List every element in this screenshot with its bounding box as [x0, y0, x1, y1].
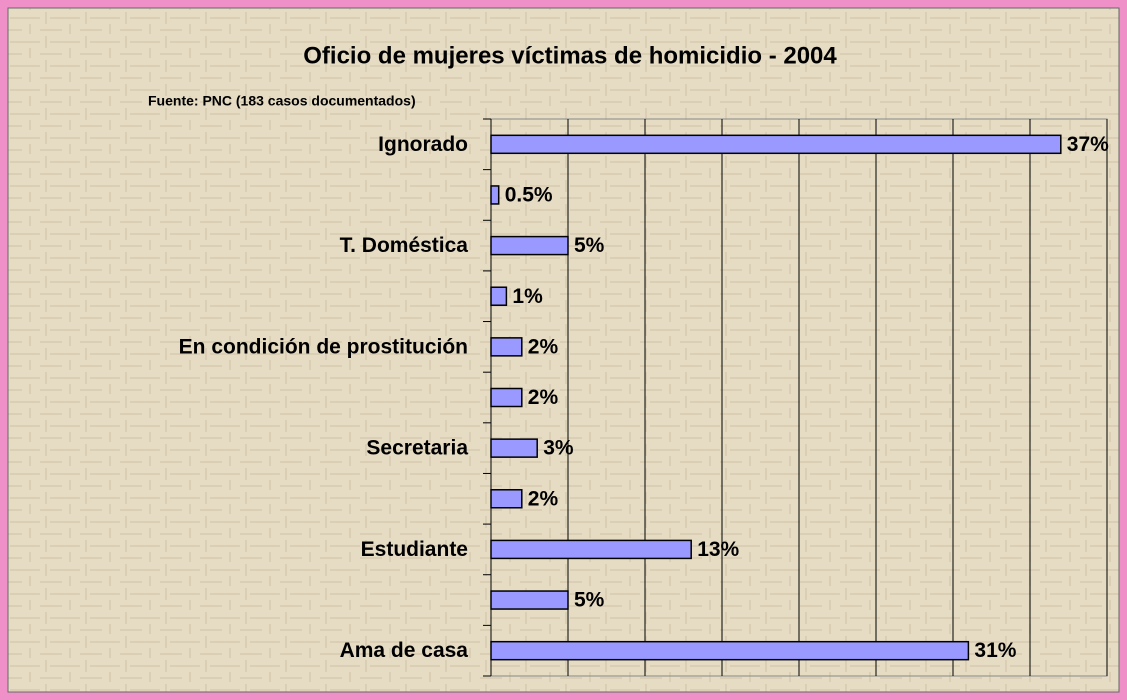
value-label: 5% [574, 234, 605, 257]
chart-title: Oficio de mujeres víctimas de homicidio … [303, 42, 837, 69]
y-tick-label: Ignorado [378, 133, 468, 156]
y-tick-label: Estudiante [361, 538, 468, 561]
value-label: 1% [512, 285, 543, 308]
value-label: 37% [1067, 133, 1109, 156]
y-tick-label: Secretaria [366, 437, 468, 460]
chart-subtitle: Fuente: PNC (183 casos documentados) [148, 93, 416, 109]
bar [490, 134, 1062, 155]
bar [490, 286, 508, 306]
y-tick-label: T. Doméstica [340, 234, 469, 257]
value-label: 31% [974, 639, 1016, 662]
bar [490, 640, 970, 661]
value-label: 13% [697, 538, 739, 561]
y-tick-label: En condición de prostitución [179, 335, 468, 358]
bar [490, 539, 692, 560]
bar [490, 185, 500, 205]
value-label: 3% [543, 437, 574, 460]
value-label: 5% [574, 589, 605, 612]
value-label: 2% [528, 487, 559, 510]
chart-area [7, 7, 1120, 693]
bar [490, 438, 538, 458]
value-label: 2% [528, 386, 559, 409]
value-label: 0.5% [505, 184, 553, 207]
bar [490, 337, 523, 357]
bar [490, 489, 523, 509]
bar [490, 387, 523, 408]
value-label: 2% [528, 335, 559, 358]
bar [490, 590, 569, 610]
bar [490, 235, 569, 256]
y-tick-label: Ama de casa [340, 639, 469, 662]
